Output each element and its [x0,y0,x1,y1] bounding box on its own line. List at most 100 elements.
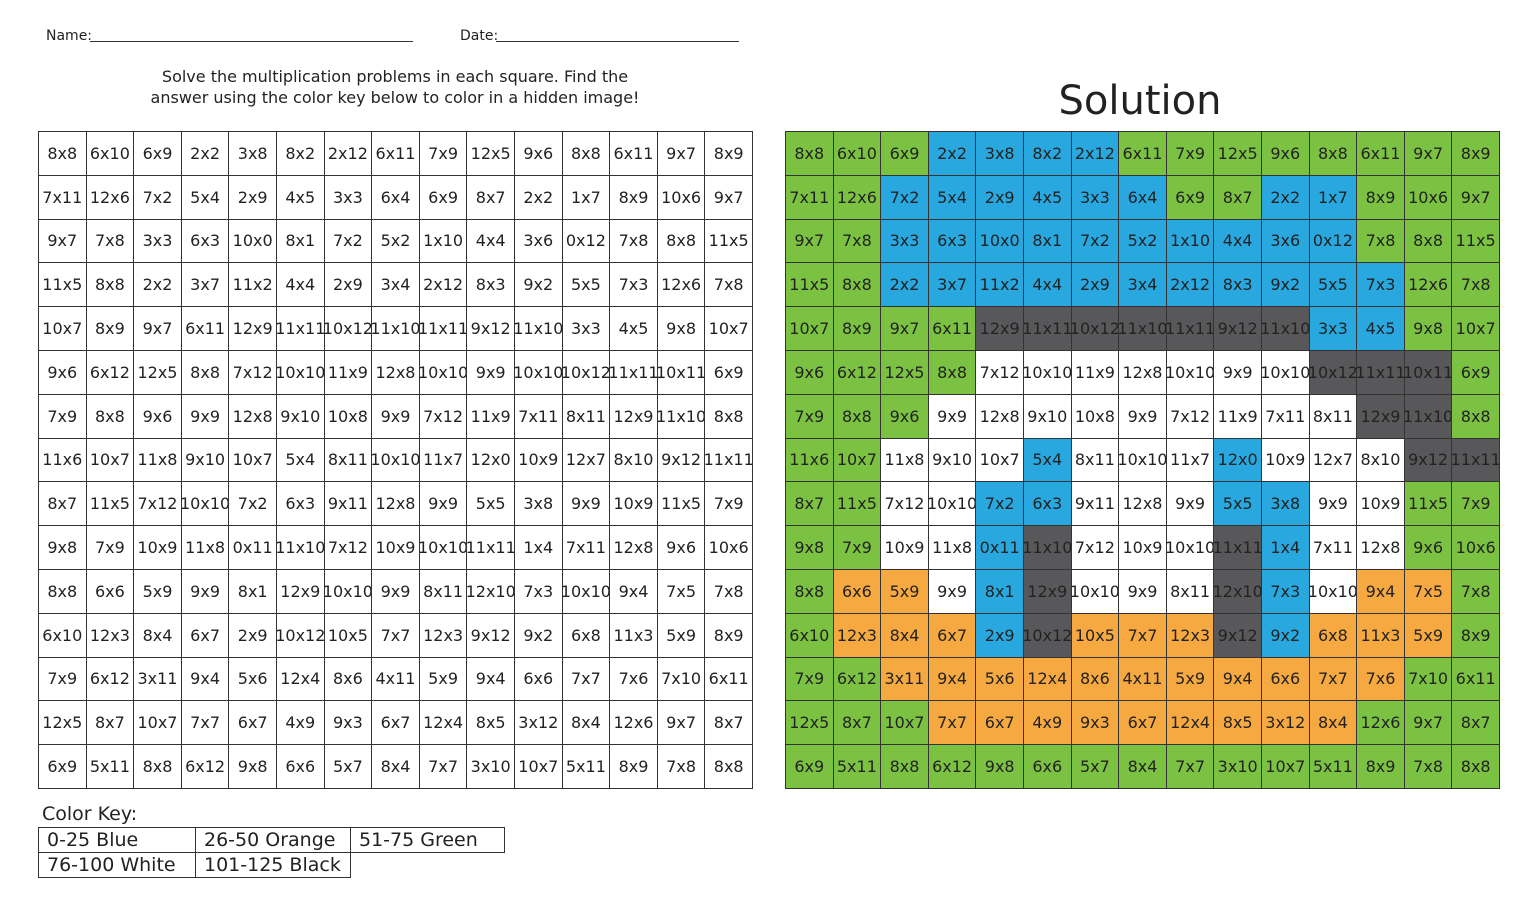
problem-cell: 11x10 [656,393,706,439]
problem-cell: 9x7 [704,174,753,220]
problem-cell: 9x4 [466,656,515,702]
problem-cell: 2x9 [323,262,373,308]
problem-cell: 10x10 [418,525,468,570]
problem-cell: 6x6 [514,656,563,702]
solution-cell: 7x9 [832,525,882,570]
solution-cell: 10x10 [1260,350,1310,395]
problem-cell: 10x7 [228,437,277,483]
problem-cell: 7x11 [561,525,611,570]
problem-cell: 11x10 [513,306,563,351]
solution-cell: 12x4 [1023,656,1072,702]
key-entry: 101-125 Black [195,852,351,878]
problem-cell: 12x5 [466,131,515,176]
solution-cell: 3x7 [927,262,977,308]
solution-cell: 0x12 [1308,218,1358,264]
problem-cell: 6x3 [180,218,230,264]
problem-cell: 12x8 [371,481,420,527]
problem-cell: 10x10 [561,569,611,614]
problem-cell: 8x8 [656,218,706,264]
solution-cell: 11x5 [832,481,882,527]
problem-cell: 9x9 [180,393,230,439]
solution-cell: 8x5 [1213,700,1262,746]
problem-cell: 11x8 [180,525,230,570]
solution-cell: 10x10 [1165,350,1215,395]
problem-cell: 7x5 [656,569,706,614]
solution-cell: 7x11 [785,174,834,220]
solution-cell: 4x5 [1356,306,1405,351]
problem-cell: 10x6 [704,525,753,570]
solution-cell: 6x10 [785,612,834,658]
solution-cell: 6x12 [832,656,882,702]
problem-cell: 8x3 [466,262,515,308]
problem-cell: 6x4 [371,174,420,220]
problem-cell: 5x9 [133,569,182,614]
solution-cell: 9x11 [1070,481,1120,527]
solution-cell: 6x11 [1118,131,1167,176]
solution-cell: 11x11 [1022,306,1072,351]
solution-cell: 11x10 [1403,393,1453,439]
problem-cell: 8x8 [704,393,753,439]
problem-cell: 12x7 [561,437,611,483]
problem-cell: 9x4 [180,656,230,702]
solution-cell: 12x6 [1356,700,1405,746]
problem-cell: 8x8 [133,744,182,789]
problem-cell: 8x7 [466,174,515,220]
problem-cell: 1x4 [514,525,563,570]
solution-cell: 3x12 [1261,700,1310,746]
key-entry: 0-25 Blue [38,827,196,853]
problem-cell: 4x9 [276,700,325,746]
problem-cell: 6x12 [180,744,230,789]
solution-cell: 8x8 [785,131,834,176]
problem-cell: 9x9 [371,569,420,614]
problem-cell: 11x7 [418,437,468,483]
problem-cell: 9x6 [656,525,706,570]
problem-cell: 8x1 [228,569,277,614]
solution-cell: 12x8 [1356,525,1405,570]
problem-cell: 3x3 [561,306,611,351]
problem-cell: 7x9 [85,525,135,570]
problem-cell: 11x11 [418,306,468,351]
problem-cell: 9x3 [323,700,373,746]
problem-cell: 4x5 [609,306,658,351]
solution-cell: 1x4 [1261,525,1310,570]
problem-cell: 9x4 [609,569,658,614]
solution-cell: 2x9 [1070,262,1120,308]
solution-cell: 5x5 [1213,481,1262,527]
problem-cell: 3x11 [133,656,182,702]
solution-cell: 6x9 [785,744,834,789]
problem-cell: 7x3 [609,262,658,308]
solution-cell: 6x4 [1118,174,1167,220]
name-line [90,41,413,42]
solution-cell: 8x9 [1451,612,1500,658]
problem-cell: 8x11 [323,437,373,483]
solution-cell: 12x5 [785,700,834,746]
solution-cell: 7x7 [927,700,977,746]
solution-cell: 9x2 [1261,262,1310,308]
solution-cell: 8x8 [1451,744,1500,789]
solution-cell: 10x7 [975,437,1024,483]
solution-cell: 10x10 [1117,437,1168,483]
problem-cell: 11x10 [370,306,421,351]
problem-cell: 0x11 [228,525,277,570]
problem-cell: 5x4 [276,437,325,483]
solution-cell: 2x2 [927,131,977,176]
problem-cell: 9x8 [38,525,87,570]
problem-cell: 12x8 [228,393,277,439]
solution-cell: 7x8 [1451,569,1500,614]
problem-cell: 7x11 [38,174,87,220]
solution-cell: 3x3 [1070,174,1120,220]
problem-cell: 10x10 [418,350,468,395]
solution-cell: 7x10 [1403,656,1453,702]
solution-cell: 11x9 [1070,350,1120,395]
problem-cell: 8x9 [85,306,135,351]
solution-cell: 3x3 [1308,306,1358,351]
problem-cell: 10x7 [514,744,563,789]
solution-cell: 11x11 [1355,350,1406,395]
solution-cell: 12x3 [832,612,882,658]
solution-cell: 9x7 [1451,174,1500,220]
problem-cell: 11x10 [275,525,325,570]
solution-cell: 9x9 [1213,350,1262,395]
solution-cell: 6x6 [832,569,882,614]
solution-cell: 9x9 [1118,393,1167,439]
solution-cell: 6x11 [1451,656,1500,702]
